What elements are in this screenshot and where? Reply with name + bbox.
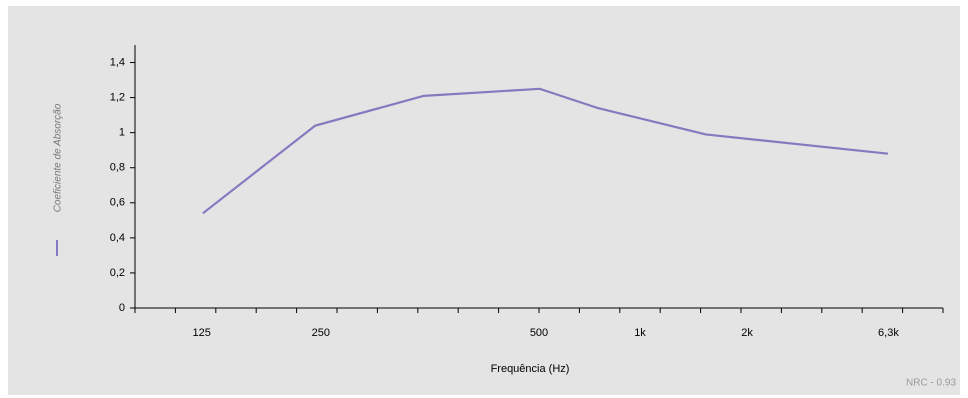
nrc-note: NRC - 0.93 bbox=[906, 378, 956, 389]
y-tick-label: 0 bbox=[119, 302, 125, 314]
y-tick-label: 0,8 bbox=[110, 162, 125, 174]
y-tick-label: 1,4 bbox=[110, 56, 125, 68]
y-axis-title: Coeficiente de Absorção bbox=[53, 103, 64, 212]
y-tick-label: 1 bbox=[119, 127, 125, 139]
x-tick-label: 2k bbox=[741, 327, 753, 339]
y-tick-label: 1,2 bbox=[110, 92, 125, 104]
x-tick-label: 6,3k bbox=[878, 327, 899, 339]
y-tick-label: 0,2 bbox=[110, 267, 125, 279]
x-tick-label: 125 bbox=[192, 327, 210, 339]
y-tick-label: 0,6 bbox=[110, 197, 125, 209]
x-tick-label: 250 bbox=[312, 327, 330, 339]
x-tick-label: 500 bbox=[530, 327, 548, 339]
panel bbox=[8, 6, 960, 395]
x-axis-title: Frequência (Hz) bbox=[491, 363, 570, 375]
y-tick-label: 0,4 bbox=[110, 232, 125, 244]
x-tick-label: 1k bbox=[634, 327, 646, 339]
series-line bbox=[202, 87, 889, 215]
